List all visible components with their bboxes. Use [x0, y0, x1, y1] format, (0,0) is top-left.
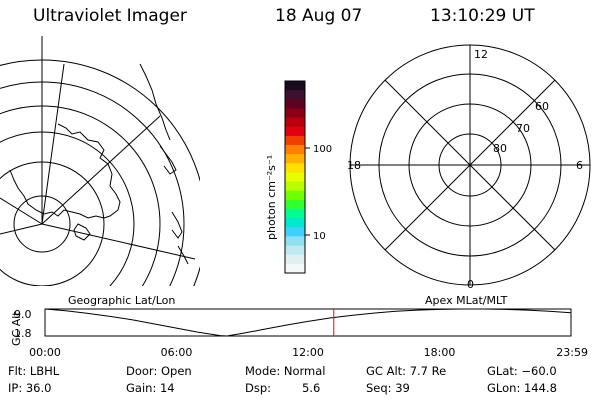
geographic-map [0, 36, 200, 286]
mlt-label-0: 0 [467, 278, 474, 291]
colorbar-band [285, 126, 305, 137]
colorbar-band [285, 81, 305, 91]
colorbar-tick-100: 100 [313, 144, 332, 155]
mlt-polar-plot: 12 0 18 6 60 70 80 [347, 44, 591, 291]
timeline-x-tick-label: 06:00 [161, 346, 193, 359]
timeline-x-tick-label: 12:00 [292, 346, 324, 359]
colorbar-band [285, 245, 305, 256]
colorbar-band [285, 90, 305, 100]
colorbar: 100 10 photon cm⁻²s⁻¹ [265, 80, 332, 274]
colorbar-tick-10: 10 [313, 231, 326, 242]
colorbar-band [285, 254, 305, 265]
observation-date: 18 Aug 07 [275, 6, 363, 26]
colorbar-band [285, 199, 305, 210]
instrument-title: Ultraviolet Imager [33, 6, 187, 26]
timeline-y-axis-label: GC Alt [10, 311, 23, 346]
colorbar-band [285, 99, 305, 109]
colorbar-band [285, 117, 305, 128]
colorbar-band [285, 263, 305, 274]
timeline-frame [44, 308, 572, 337]
colorbar-band [285, 227, 305, 237]
altitude-series-line [44, 308, 572, 337]
colorbar-unit-label: photon cm⁻²s⁻¹ [265, 155, 278, 240]
ip-info: IP: 36.0 [8, 381, 52, 395]
timeline-y-tick-bottom: 1.8 [14, 327, 32, 340]
glat-info: GLat: −60.0 [487, 364, 557, 378]
mlat-label-70: 70 [516, 122, 530, 135]
mlt-label-12: 12 [474, 48, 488, 61]
colorbar-band [285, 135, 305, 146]
filter-info: Flt: LBHL [8, 364, 60, 378]
door-info: Door: Open [126, 364, 192, 378]
timeline-x-tick-label: 23:59 [556, 346, 588, 359]
colorbar-band [285, 190, 305, 201]
dsp-info: Dsp: [245, 381, 272, 395]
colorbar-band [285, 108, 305, 119]
colorbar-band [285, 163, 305, 173]
gc-alt-info: GC Alt: 7.7 Re [366, 364, 447, 378]
mlt-label-6: 6 [576, 159, 583, 172]
dsp-value: 5.6 [302, 381, 321, 395]
gain-info: Gain: 14 [126, 381, 175, 395]
timeline-x-tick-label: 18:00 [424, 346, 456, 359]
mlt-label-18: 18 [347, 159, 361, 172]
mode-info: Mode: Normal [245, 364, 326, 378]
colorbar-band [285, 172, 305, 183]
mlat-label-80: 80 [493, 142, 507, 155]
altitude-timeline: GC Alt 9.0 1.8 00:00 06:00 12:00 18:00 23:59 [10, 308, 588, 359]
timeline-y-tick-top: 9.0 [14, 308, 32, 321]
colorbar-band [285, 145, 305, 155]
colorbar-band [285, 154, 305, 164]
colorbar-band [285, 181, 305, 192]
colorbar-band [285, 209, 305, 219]
colorbar-band [285, 236, 305, 247]
observation-time: 13:10:29 UT [430, 6, 535, 26]
glon-info: GLon: 144.8 [487, 381, 557, 395]
mlat-label-60: 60 [535, 100, 549, 113]
timeline-x-tick-label: 00:00 [29, 346, 61, 359]
colorbar-band [285, 218, 305, 228]
sequence-info: Seq: 39 [366, 381, 410, 395]
mlt-panel-label: Apex MLat/MLT [425, 294, 508, 307]
geo-panel-label: Geographic Lat/Lon [68, 294, 176, 307]
